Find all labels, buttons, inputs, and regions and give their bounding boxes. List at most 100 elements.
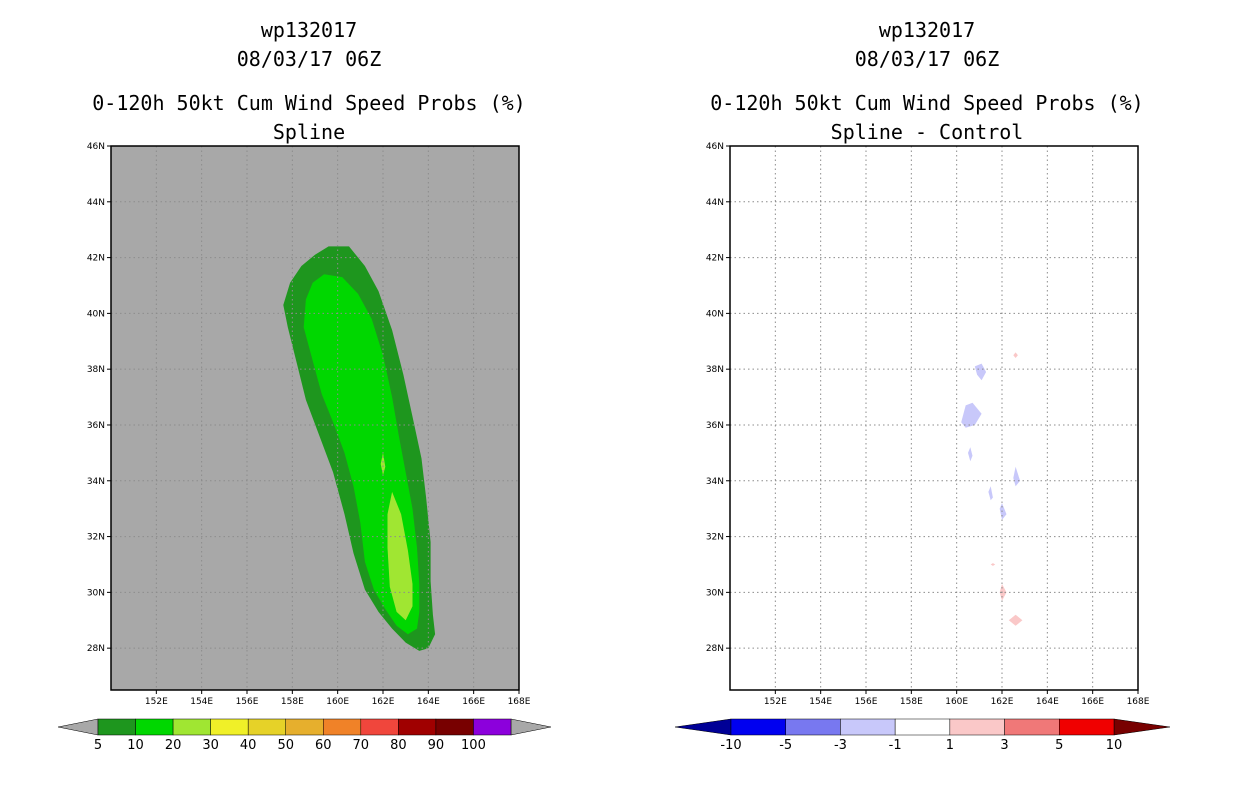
colorbar-label: 50	[277, 738, 294, 753]
x-tick-label: 164E	[1036, 697, 1059, 707]
colorbar-label: 3	[1000, 738, 1008, 753]
colorbar-label: 20	[165, 738, 182, 753]
y-tick-label: 28N	[87, 644, 105, 654]
x-tick-label: 162E	[991, 697, 1014, 707]
colorbar-swatch	[1004, 718, 1060, 736]
colorbar-label: 10	[127, 738, 144, 753]
contour-region--3to-1	[968, 447, 973, 462]
x-tick-label: 156E	[855, 697, 878, 707]
contour-region-20-30	[387, 491, 413, 621]
map-frame	[729, 145, 1139, 691]
x-tick-label: 168E	[508, 697, 531, 707]
y-tick-label: 46N	[87, 142, 105, 152]
contour-region--3to-1	[1013, 466, 1021, 487]
left-storm-id: wp132017	[260, 18, 358, 42]
colorbar-left-arrow	[57, 718, 99, 736]
colorbar-label: 1	[946, 738, 954, 753]
right-datetime: 08/03/17 06Z	[854, 47, 1000, 71]
colorbar-label: 80	[390, 738, 407, 753]
colorbar-swatch	[840, 718, 896, 736]
y-tick-label: 32N	[706, 533, 724, 543]
colorbar-label: 100	[461, 738, 486, 753]
colorbar-swatch	[398, 718, 437, 736]
y-tick-label: 28N	[706, 644, 724, 654]
map-frame	[110, 145, 520, 691]
y-tick-label: 36N	[706, 421, 724, 431]
contour-region--3to-1	[999, 503, 1007, 520]
x-tick-label: 162E	[372, 697, 395, 707]
colorbar-left-arrow	[674, 718, 732, 736]
colorbar-swatch	[247, 718, 286, 736]
y-tick-label: 36N	[87, 421, 105, 431]
right-chart-subtitle: Spline - Control	[830, 120, 1024, 144]
x-tick-label: 154E	[809, 697, 832, 707]
contour-region-1to3	[1013, 352, 1018, 358]
y-tick-label: 32N	[87, 533, 105, 543]
right-chart-title: 0-120h 50kt Cum Wind Speed Probs (%)	[710, 91, 1144, 115]
x-tick-label: 158E	[900, 697, 923, 707]
x-tick-label: 160E	[326, 697, 349, 707]
left-chart-subtitle: Spline	[272, 120, 346, 144]
colorbar-label: 60	[315, 738, 332, 753]
y-tick-label: 42N	[706, 254, 724, 264]
colorbar-label: 90	[428, 738, 445, 753]
contour-region--3to-1	[988, 486, 993, 501]
x-tick-label: 156E	[236, 697, 259, 707]
colorbar-right-arrow	[510, 718, 552, 736]
y-tick-label: 44N	[706, 198, 724, 208]
colorbar-label: 10	[1106, 738, 1123, 753]
contour-region--3to-1	[974, 363, 987, 381]
left-chart-title: 0-120h 50kt Cum Wind Speed Probs (%)	[92, 91, 526, 115]
right-colorbar: -10 -5 -3 -1 1 3 5 10	[674, 718, 1171, 753]
contour-region-20-30	[380, 452, 386, 476]
y-tick-label: 38N	[706, 365, 724, 375]
colorbar-swatch	[285, 718, 324, 736]
colorbar-label: 70	[353, 738, 370, 753]
colorbar-label: -3	[834, 738, 847, 753]
y-tick-label: 40N	[706, 309, 724, 319]
x-tick-label: 168E	[1127, 697, 1150, 707]
colorbar-swatch	[135, 718, 174, 736]
x-tick-label: 152E	[764, 697, 787, 707]
colorbar-label: 5	[94, 738, 102, 753]
colorbar-swatch	[473, 718, 512, 736]
x-tick-label: 166E	[462, 697, 485, 707]
colorbar-swatch	[949, 718, 1005, 736]
right-difference-map: 152E 154E 156E 158E 160E 162E 164E 166E 168E 28N 3…	[706, 142, 1150, 707]
y-tick-label: 40N	[87, 309, 105, 319]
y-tick-label: 30N	[87, 588, 105, 598]
colorbar-label: -1	[889, 738, 902, 753]
colorbar-swatch	[1059, 718, 1115, 736]
contour-region-1to3	[999, 584, 1007, 601]
colorbar-swatch	[785, 718, 841, 736]
contour-region-1to3	[1008, 614, 1023, 626]
left-colorbar: 5 10 20 30 40 50 60 70 80 90 100	[57, 718, 552, 753]
colorbar-right-arrow	[1113, 718, 1171, 736]
colorbar-label: -10	[720, 738, 741, 753]
left-datetime: 08/03/17 06Z	[236, 47, 382, 71]
colorbar-label: -5	[779, 738, 792, 753]
left-probability-map: 152E 154E 156E 158E 160E 162E 164E 166E 168E 28N 3…	[87, 142, 531, 707]
map-background	[730, 146, 1138, 690]
colorbar-label: 30	[202, 738, 219, 753]
x-tick-label: 152E	[145, 697, 168, 707]
x-tick-label: 158E	[281, 697, 304, 707]
colorbar-label: 5	[1055, 738, 1063, 753]
contour-region-1to3	[990, 563, 996, 566]
x-tick-label: 164E	[417, 697, 440, 707]
colorbar-swatch	[730, 718, 786, 736]
colorbar-swatch	[210, 718, 249, 736]
colorbar-swatch	[323, 718, 362, 736]
y-tick-label: 30N	[706, 588, 724, 598]
x-tick-label: 154E	[190, 697, 213, 707]
colorbar-swatch	[894, 718, 951, 736]
contour-region--3to-1	[961, 402, 982, 428]
x-tick-label: 160E	[945, 697, 968, 707]
right-storm-id: wp132017	[878, 18, 976, 42]
colorbar-swatch	[172, 718, 211, 736]
y-tick-label: 34N	[87, 477, 105, 487]
y-tick-label: 44N	[87, 198, 105, 208]
y-tick-label: 46N	[706, 142, 724, 152]
y-tick-label: 42N	[87, 254, 105, 264]
